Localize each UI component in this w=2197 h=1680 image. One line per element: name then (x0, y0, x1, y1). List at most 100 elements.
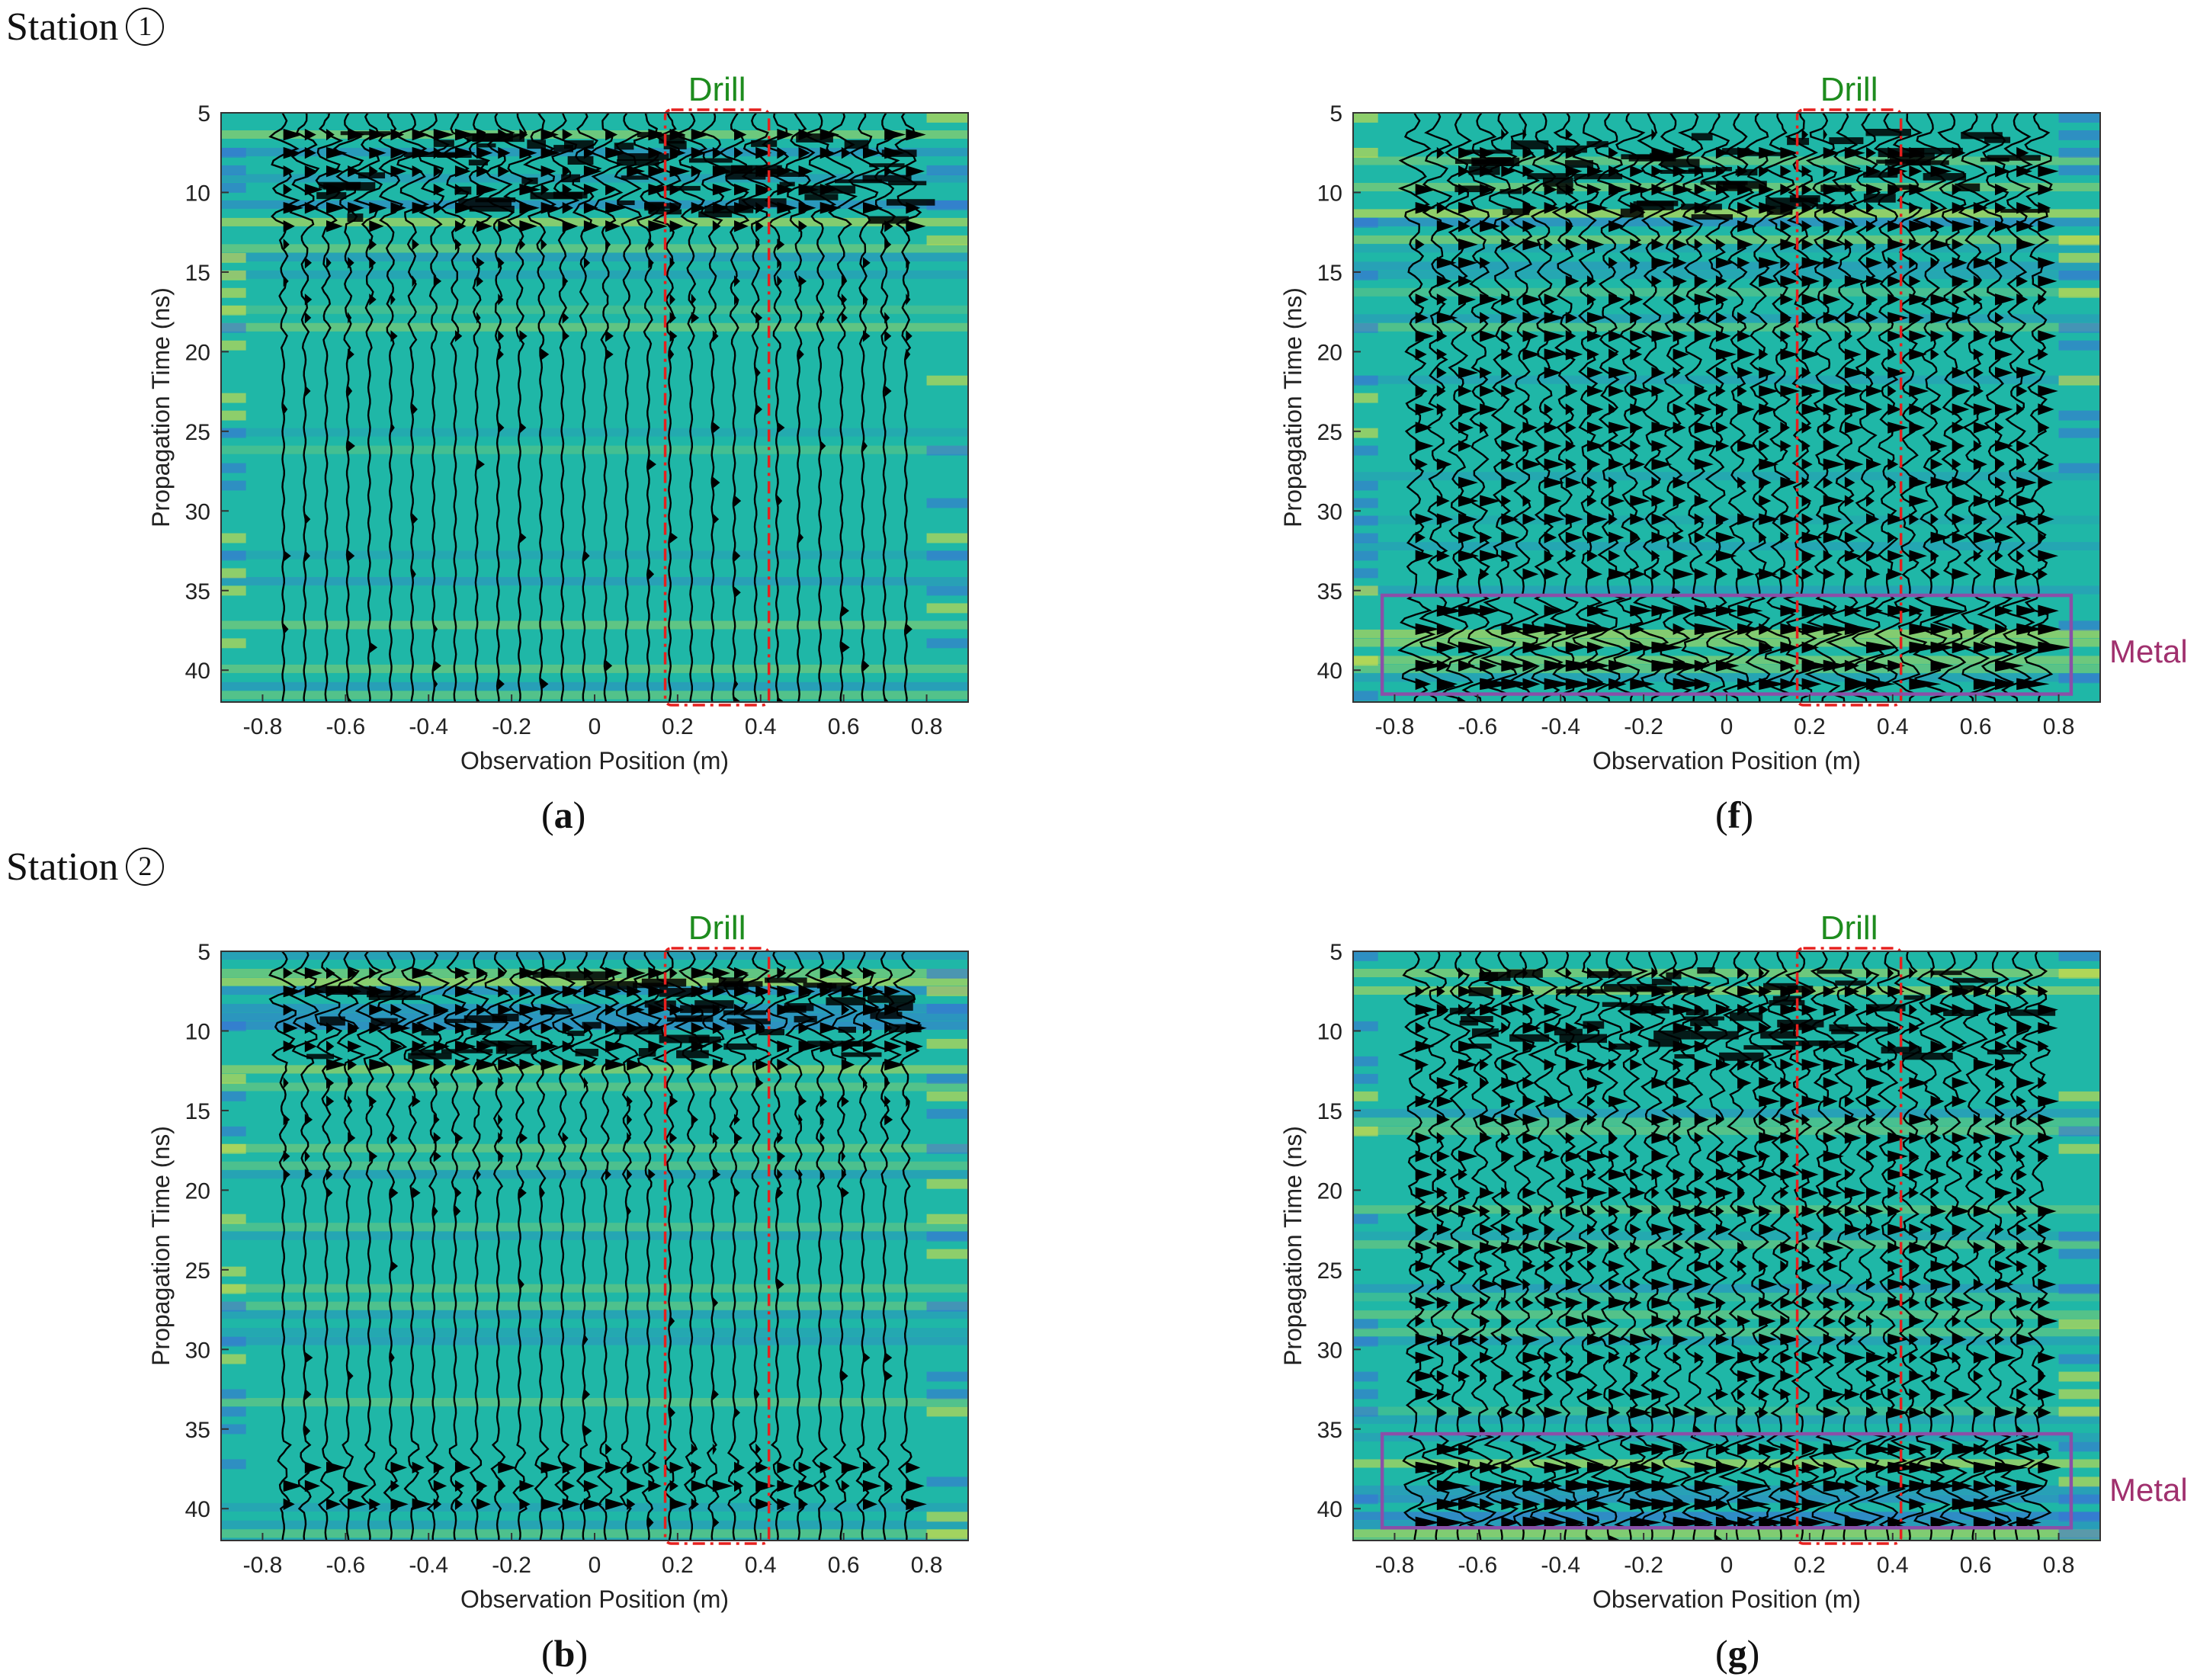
noise-stripe (221, 1310, 968, 1319)
wavelet-lobe (819, 1169, 825, 1181)
wavelet-lobe (1458, 568, 1467, 580)
wavelet-lobe (1415, 1150, 1431, 1162)
wavelet-lobe (1522, 1516, 1554, 1529)
wavelet-lobe (1995, 183, 2009, 196)
noise-stripe (221, 620, 968, 630)
wavelet-lobe (1909, 1351, 1918, 1364)
noise-stripe (1353, 1205, 2100, 1214)
wavelet-lobe (433, 623, 438, 636)
wavelet-lobe (605, 128, 618, 141)
reflection-band (1743, 1045, 1791, 1050)
reflection-band (1943, 1009, 1979, 1016)
reflection-band (582, 1021, 601, 1029)
reflection-band (1901, 1053, 1953, 1060)
wavelet-lobe (1694, 312, 1709, 324)
wavelet-lobe (1823, 1077, 1839, 1089)
wavelet-lobe (1673, 422, 1686, 434)
wavelet-lobe (1673, 1223, 1685, 1236)
wavelet-lobe (1565, 348, 1583, 361)
wavelet-lobe (583, 1498, 602, 1511)
edge-stripe (1353, 1406, 1378, 1417)
wavelet-lobe (1780, 1498, 1804, 1511)
wavelet-lobe (1480, 330, 1498, 342)
drill-box (1795, 108, 1903, 707)
noise-stripe (1353, 1117, 2100, 1127)
wavelet-lobe (2038, 985, 2048, 998)
wavelet-lobe (1844, 604, 1862, 617)
wavelet-lobe (1995, 165, 2011, 178)
wavelet-lobe (1973, 1278, 1984, 1290)
wavelet-lobe (819, 967, 837, 979)
wavelet-lobe (1630, 1516, 1662, 1529)
wavelet-lobe (1844, 1315, 1856, 1327)
y-tick-label: 35 (1317, 579, 1342, 604)
wavelet-lobe (1522, 1333, 1540, 1345)
wavelet-lobe (540, 239, 547, 251)
x-tick-label: 0.4 (1877, 714, 1909, 739)
wavelet-lobe (1823, 1388, 1844, 1400)
edge-stripe (2058, 1319, 2100, 1329)
wavelet-lobe (605, 201, 627, 214)
edge-stripe (1353, 217, 1378, 228)
wavelet-lobe (2016, 1114, 2028, 1126)
wavelet-lobe (476, 1003, 488, 1016)
edge-stripe (926, 235, 968, 245)
wavelet-lobe (798, 275, 807, 287)
wavelet-lobe (1694, 1040, 1710, 1053)
reflection-band (1690, 1031, 1739, 1040)
reflection-band (804, 194, 839, 200)
wavelet-lobe (1673, 550, 1689, 562)
wavelet-lobe (283, 1077, 289, 1089)
wavelet-lobe (1458, 1059, 1478, 1071)
edge-stripe (221, 428, 246, 438)
reflection-band (868, 995, 916, 1003)
wavelet-lobe (1436, 146, 1445, 159)
wavelet-lobe (1673, 1351, 1681, 1364)
wavelet-lobe (1973, 1114, 1983, 1126)
wavelet-lobe (454, 1021, 472, 1034)
reflection-band (834, 179, 882, 184)
wavelet-lobe (1844, 1114, 1859, 1126)
reflection-band (1666, 972, 1682, 979)
edge-stripe (1353, 550, 1378, 561)
wavelet-lobe (1415, 385, 1428, 397)
wavelet-lobe (1565, 550, 1576, 562)
edge-stripe (221, 638, 246, 649)
wavelet-lobe (540, 201, 560, 214)
wavelet-lobe (1887, 239, 1907, 251)
wavelet-lobe (1823, 1461, 1838, 1474)
wavelet-lobe (1694, 1315, 1710, 1327)
wavelet-lobe (1801, 458, 1813, 470)
wavelet-lobe (1973, 348, 1984, 361)
wavelet-lobe (1887, 513, 1906, 525)
reflection-band (726, 1018, 771, 1024)
wavelet-lobe (1522, 1351, 1544, 1364)
wavelet-lobe (1952, 1388, 1971, 1400)
wavelet-lobe (1436, 568, 1455, 580)
wavelet-lobe (2038, 1461, 2061, 1474)
wavelet-lobe (1480, 1187, 1495, 1199)
y-tick-label: 20 (1317, 1178, 1342, 1204)
edge-stripe (221, 1424, 246, 1435)
edge-stripe (1353, 1091, 1378, 1101)
wavelet-lobe (1544, 1003, 1560, 1016)
wavelet-lobe (1415, 1242, 1432, 1254)
wavelet-lobe (454, 220, 467, 232)
wavelet-lobe (1844, 367, 1866, 379)
wavelet-lobe (1544, 1461, 1570, 1474)
x-tick-label: -0.6 (1458, 1553, 1497, 1578)
wavelet-lobe (304, 1351, 313, 1364)
wavelet-lobe (1522, 1114, 1541, 1126)
wavelet-lobe (1480, 1114, 1498, 1126)
wavelet-lobe (1651, 367, 1666, 379)
wavelet-lobe (841, 604, 849, 617)
wavelet-lobe (2038, 403, 2054, 415)
edge-stripe (2058, 1126, 2100, 1137)
wavelet-lobe (1501, 1333, 1512, 1345)
wavelet-lobe (1630, 1187, 1646, 1199)
wavelet-lobe (1673, 367, 1681, 379)
wavelet-lobe (1544, 312, 1565, 324)
trace-7 (415, 951, 451, 1541)
wavelet-lobe (798, 220, 807, 232)
wavelet-lobe (1866, 568, 1881, 580)
